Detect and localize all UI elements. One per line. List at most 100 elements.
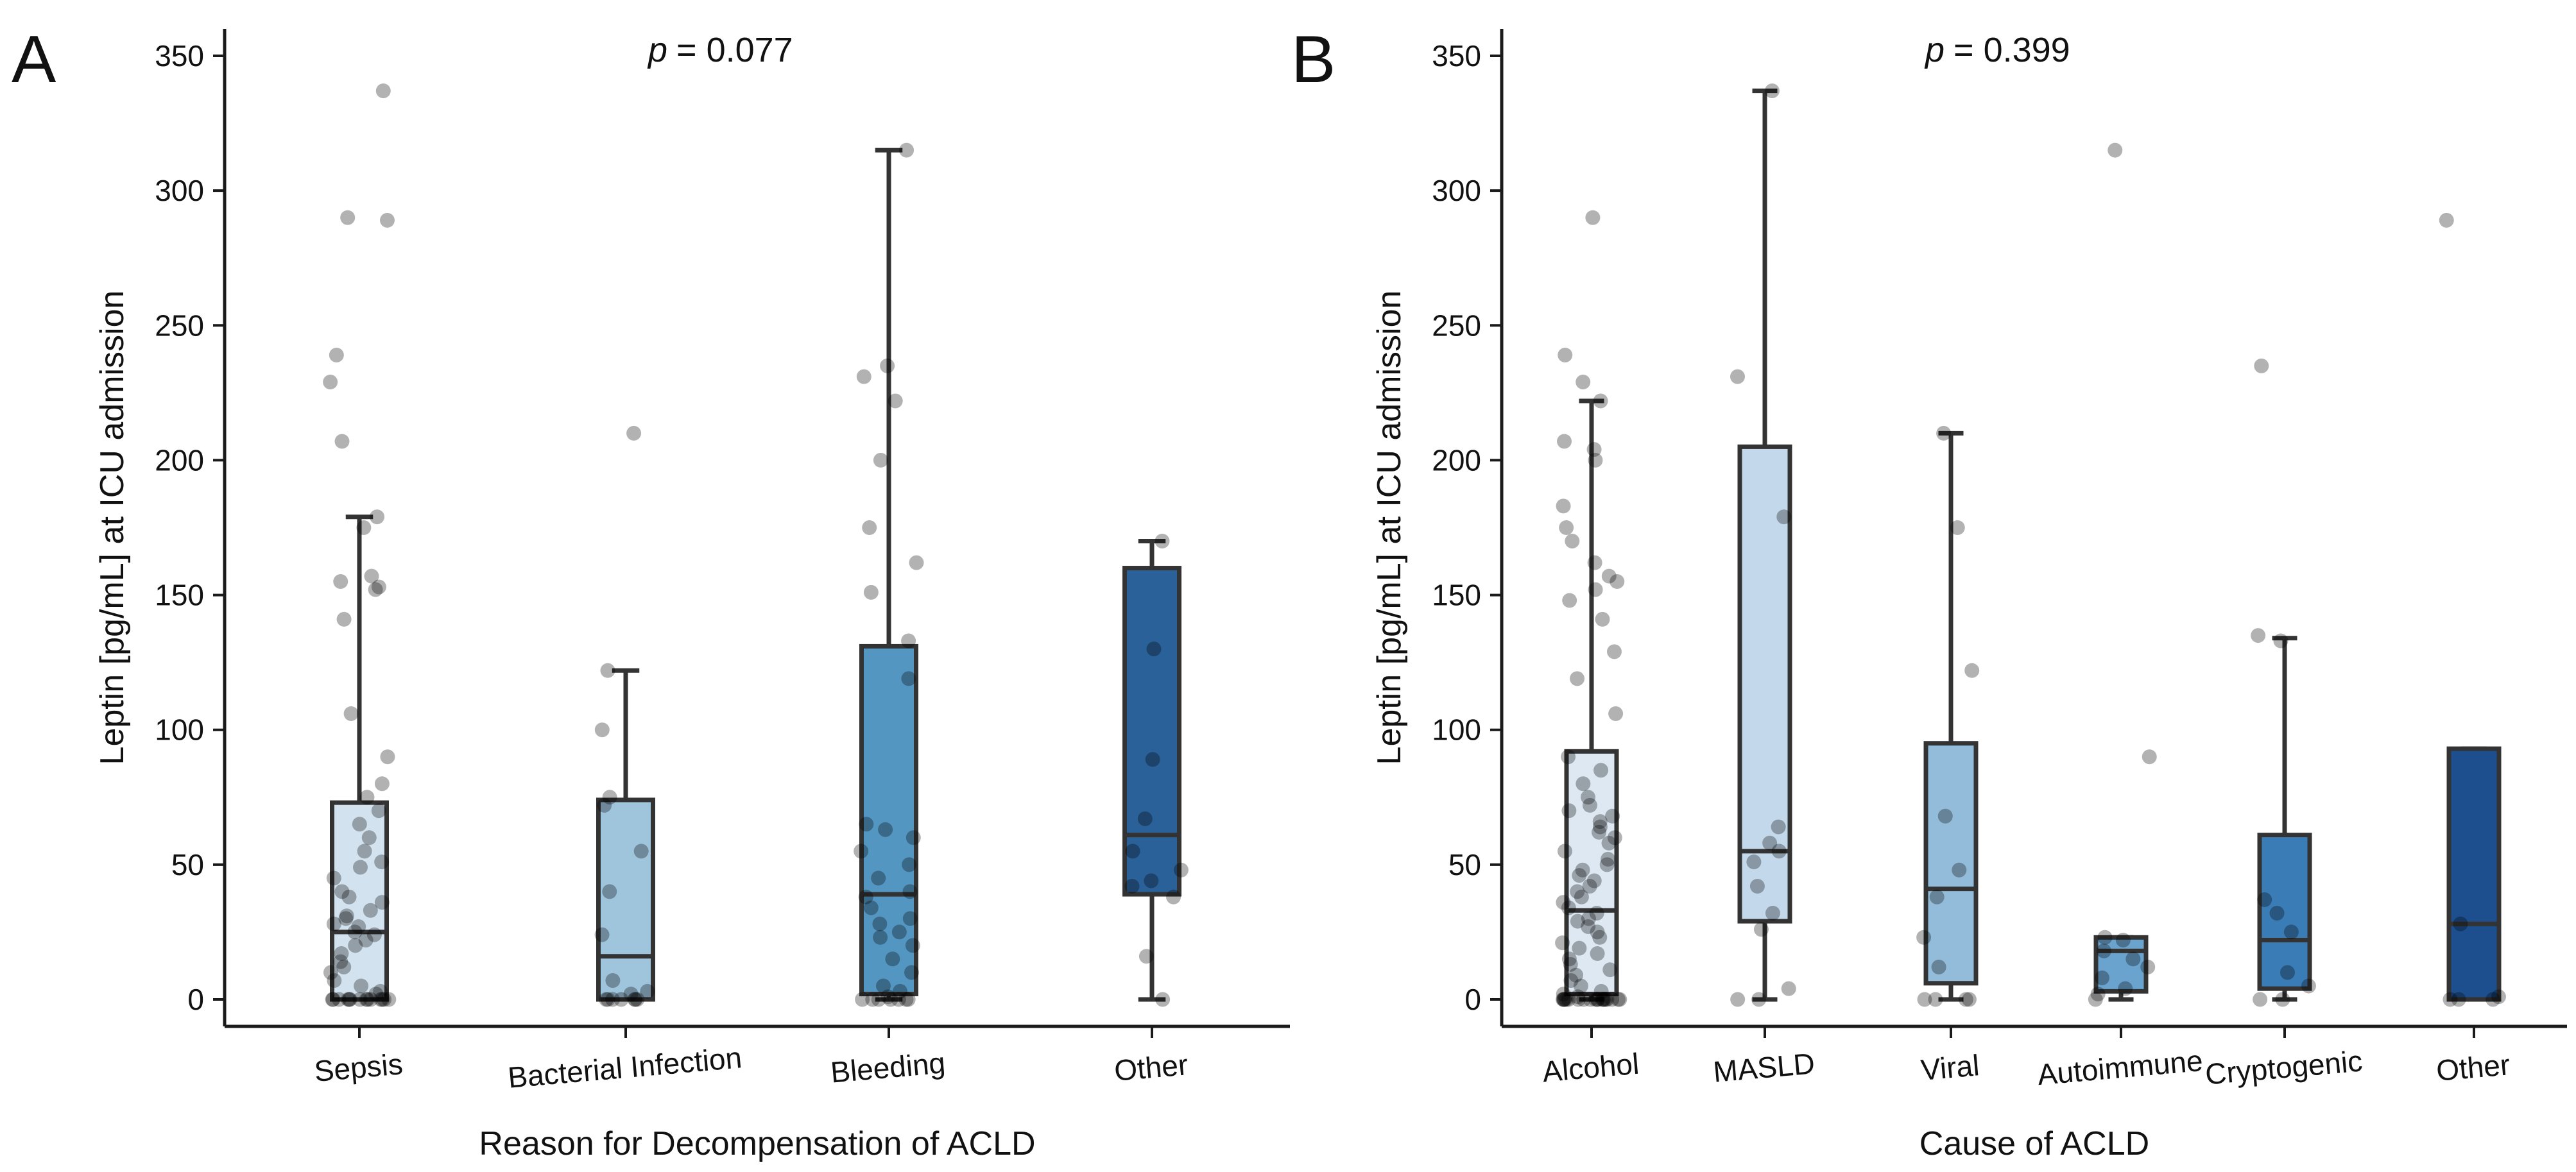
data-point [880,989,896,1005]
data-point [883,992,898,1007]
data-point [859,817,874,832]
data-point [1595,611,1610,627]
data-point [872,916,888,931]
y-tick-label: 300 [155,174,204,207]
data-point [1592,819,1608,835]
data-point [594,927,610,942]
data-point [1586,442,1602,457]
data-point [359,992,374,1007]
data-point [1937,808,1953,824]
data-point [1557,434,1572,449]
x-tick-label: Bacterial Infection [506,1040,743,1094]
data-point [900,992,916,1007]
data-point [326,916,341,931]
data-point [873,930,888,945]
box-autoimmune [2093,935,2149,994]
data-point [614,992,629,1007]
y-tick-label: 50 [171,848,204,881]
data-point [888,393,903,409]
data-point [1138,949,1154,964]
data-point [1570,989,1586,1005]
data-point [366,927,382,942]
data-point [1595,992,1611,1007]
data-point [1601,835,1617,851]
data-point [891,924,907,940]
data-point [334,946,349,962]
y-tick-label: 100 [1432,713,1481,747]
data-point [370,509,385,525]
data-point [334,434,350,449]
data-point [1592,814,1608,829]
data-point [2254,358,2269,373]
box-masld [1737,444,1792,924]
data-point [352,817,367,832]
data-point [1595,992,1610,1007]
panel-b-p-value: p = 0.399 [1924,31,2070,69]
data-point [1125,844,1140,859]
data-point [348,938,363,953]
data-point [2275,992,2290,1007]
data-point [1781,981,1796,996]
data-point [347,924,363,940]
data-point [2491,989,2506,1005]
y-tick-label: 0 [187,983,204,1016]
data-point [878,822,893,837]
data-point [902,911,918,926]
data-point [898,992,914,1007]
data-point [605,992,621,1007]
data-point [891,992,906,1007]
data-point [1601,851,1616,867]
data-point [1950,520,1965,535]
data-point [363,992,379,1007]
data-point [2439,212,2454,228]
y-tick-label: 50 [1448,848,1481,881]
data-point [2142,749,2157,765]
data-point [1590,946,1605,962]
data-point [1576,992,1592,1007]
data-point [600,663,615,678]
data-point [1562,593,1577,608]
data-point [1765,905,1780,921]
data-point [1607,830,1622,845]
data-point [1575,862,1590,878]
data-point [2094,970,2109,985]
data-point [909,555,924,570]
data-point [627,992,642,1007]
panel-b-plot-area: 0 50 100 150 200 250 300 350 Alcohol MASLD Viral Au… [1432,29,2567,1091]
data-point [902,857,917,872]
panel-b-x-axis-label: Cause of ACLD [1919,1125,2149,1162]
data-point [1601,568,1617,584]
data-point [1144,873,1159,888]
data-point [2257,892,2272,907]
panel-b-y-axis-label: Leptin [pg/mL] at ICU admission [1371,291,1408,765]
panel-a-letter: A [12,22,56,97]
data-point [340,210,356,225]
data-point [626,425,642,441]
data-point [2451,992,2466,1007]
data-point [854,844,869,859]
data-point [600,992,615,1007]
data-point [1929,889,1945,904]
data-point [331,992,347,1007]
data-point [351,919,366,934]
x-tick-label: Cryptogenic [2204,1044,2364,1091]
data-point [380,749,395,765]
data-point [334,884,350,899]
data-point [1559,520,1574,535]
data-point [1568,967,1584,983]
data-point [1572,940,1587,956]
data-point [368,582,383,597]
data-point [2443,992,2458,1007]
box-sepsis [330,800,389,1002]
data-point [1608,706,1624,721]
y-tick-label: 200 [1432,443,1481,477]
data-point [323,375,338,390]
data-point [1771,844,1787,859]
data-point [1558,348,1573,363]
data-point [341,992,357,1007]
data-point [1610,992,1626,1007]
data-point [1602,962,1618,978]
data-point [333,574,348,590]
data-point [1964,663,1980,678]
